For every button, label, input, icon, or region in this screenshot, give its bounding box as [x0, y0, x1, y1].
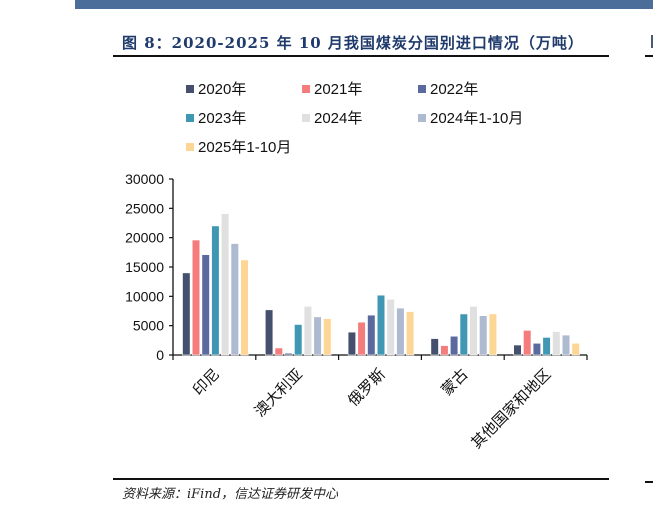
y-tick-label: 15000: [125, 259, 164, 275]
bar: [386, 298, 395, 356]
x-category-label: 印尼: [190, 366, 223, 399]
legend-label: 2024年: [314, 110, 363, 127]
bar: [469, 306, 478, 356]
legend-swatch-icon: [418, 113, 426, 122]
legend-label: 2025年1-10月: [198, 139, 292, 156]
bar: [552, 331, 561, 356]
bar: [396, 307, 405, 356]
bar: [191, 239, 201, 356]
y-tick-label: 30000: [125, 171, 164, 187]
legend-swatch-icon: [186, 142, 194, 151]
bar: [221, 213, 230, 356]
bar: [561, 334, 571, 356]
source-divider: [113, 478, 609, 480]
bar: [459, 313, 468, 356]
bar: [240, 259, 249, 356]
y-tick-label: 10000: [125, 288, 164, 304]
adjacent-figure-divider: [645, 55, 653, 57]
legend-label: 2023年: [198, 110, 247, 127]
bar: [230, 243, 239, 356]
bar: [303, 306, 313, 356]
bar: [376, 294, 386, 356]
legend-label: 2022年: [430, 81, 479, 98]
bar: [284, 352, 293, 356]
legend-swatch-icon: [302, 84, 310, 93]
bar: [479, 315, 488, 356]
source-note: 资料来源：iFind，信达证券研发中心: [122, 487, 339, 502]
bar: [488, 313, 498, 356]
legend-item: 2021年: [302, 78, 362, 99]
chart-title: 图 8：2020-2025 年 10 月我国煤炭分国别进口情况（万吨）: [122, 34, 584, 52]
legend-item: 2020年: [186, 78, 246, 99]
x-category-label: 俄罗斯: [345, 366, 389, 410]
y-tick-label: 5000: [133, 318, 164, 334]
bar: [430, 338, 439, 356]
bar: [294, 324, 303, 356]
legend-swatch-icon: [186, 113, 194, 122]
bar: [211, 225, 220, 356]
legend-label: 2024年1-10月: [430, 110, 524, 127]
bar: [347, 331, 357, 356]
legend-item: 2022年: [418, 78, 478, 99]
bar: [274, 347, 283, 356]
bar: [440, 345, 449, 356]
bar: [449, 335, 459, 356]
bar: [523, 330, 532, 356]
legend-swatch-icon: [302, 113, 310, 122]
legend-swatch-icon: [186, 84, 194, 93]
bar: [182, 272, 191, 356]
bar-chart: 0 5000 10000 15000 20000 25000 30000 印尼 澳大利亚 俄罗斯 蒙…: [125, 171, 588, 452]
y-tick-label: 0: [156, 347, 164, 363]
x-category-label: 澳大利亚: [252, 366, 306, 420]
page-header-bar: [75, 0, 653, 9]
bar: [571, 342, 580, 356]
bar: [532, 342, 541, 356]
legend-label: 2020年: [198, 81, 247, 98]
bar: [367, 314, 376, 356]
legend-item: 2025年1-10月: [186, 136, 291, 157]
bar: [542, 337, 551, 356]
x-category-label: 其他国家和地区: [468, 366, 554, 452]
bar: [264, 309, 274, 356]
bar: [313, 316, 322, 356]
legend-item: 2023年: [186, 107, 246, 128]
title-divider: [113, 55, 609, 57]
y-tick-label: 20000: [125, 230, 164, 246]
adjacent-source-divider: [645, 481, 653, 483]
legend-label: 2021年: [314, 81, 363, 98]
bar: [357, 321, 366, 356]
y-tick-label: 25000: [125, 200, 164, 216]
bar: [201, 254, 210, 356]
legend-item: 2024年: [302, 107, 362, 128]
legend-item: 2024年1-10月: [418, 107, 523, 128]
legend-swatch-icon: [418, 84, 426, 93]
bar: [323, 318, 332, 356]
chart-legend: 2020年 2021年 2022年 2023年 2024年 2024年1-10月 2025年…: [186, 78, 586, 168]
x-category-label: 蒙古: [438, 366, 471, 399]
adjacent-figure-marker: [651, 35, 653, 48]
bar: [513, 344, 522, 356]
bar: [405, 311, 415, 356]
